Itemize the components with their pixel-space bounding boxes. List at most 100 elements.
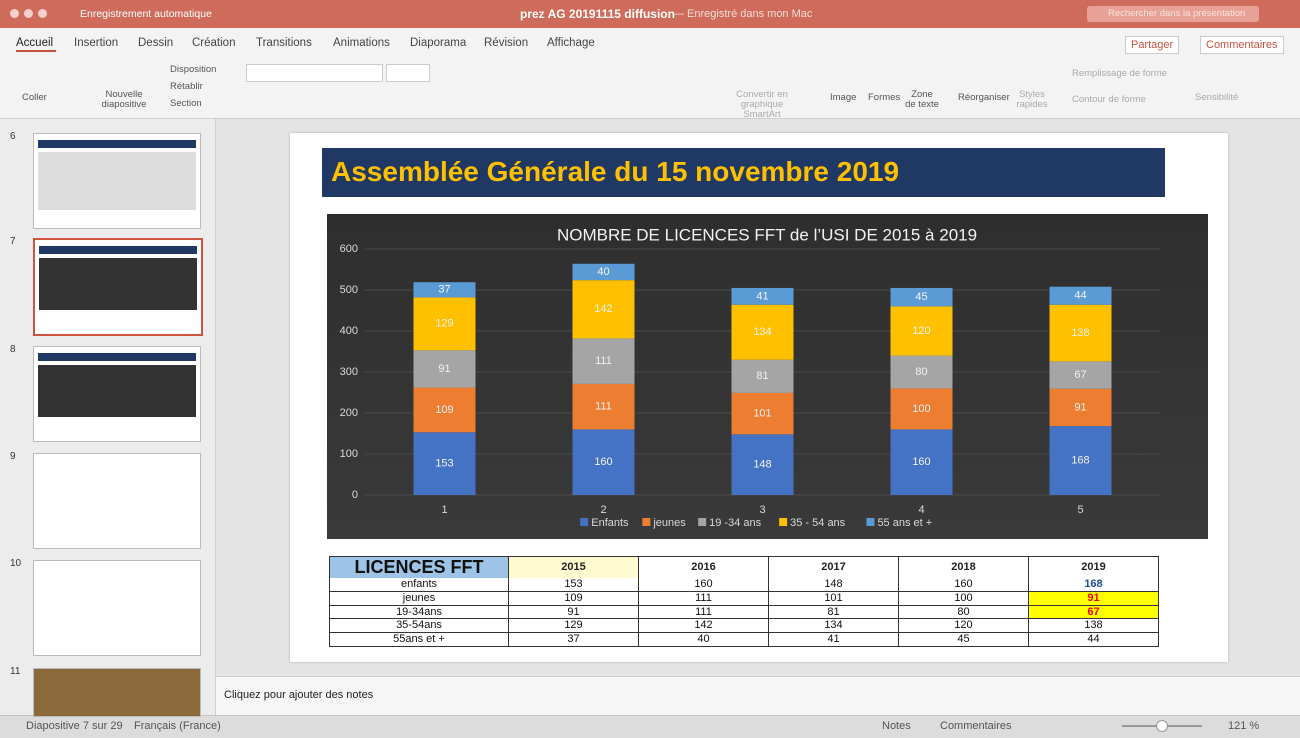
table-cell: 80 (898, 606, 1029, 620)
table-cell: 91 (508, 606, 639, 620)
value-label: 67 (1074, 369, 1086, 381)
table-header-cell: 2018 (898, 556, 1029, 579)
table-cell: 142 (638, 619, 769, 633)
thumbnail-number: 9 (10, 451, 16, 462)
table-header-cell: 2019 (1028, 556, 1159, 579)
value-label: 160 (912, 456, 930, 468)
value-label: 37 (438, 284, 450, 296)
tab[interactable]: Révision (484, 37, 528, 49)
table-cell: 81 (768, 606, 899, 620)
table-cell: 138 (1028, 619, 1159, 633)
comments-toggle[interactable]: Commentaires (940, 720, 1012, 732)
table-cell: 40 (638, 633, 769, 647)
value-label: 101 (753, 408, 771, 420)
value-label: 91 (438, 363, 450, 375)
notes-placeholder: Cliquez pour ajouter des notes (224, 689, 373, 701)
y-tick-label: 500 (340, 284, 358, 296)
thumbnail[interactable] (33, 238, 203, 336)
table-cell: 45 (898, 633, 1029, 647)
x-tick-label: 3 (759, 504, 765, 516)
table-cell: 67 (1028, 606, 1159, 620)
table-cell: 120 (898, 619, 1029, 633)
legend-swatch (642, 518, 650, 526)
table-cell: 19-34ans (329, 606, 509, 620)
notes-pane[interactable] (216, 676, 1300, 715)
value-label: 120 (912, 325, 930, 337)
table-cell: 44 (1028, 633, 1159, 647)
value-label: 41 (756, 290, 768, 302)
value-label: 45 (915, 291, 927, 303)
tab[interactable]: Transitions (256, 37, 312, 49)
legend-label: Enfants (591, 517, 629, 529)
value-label: 111 (595, 355, 612, 367)
table-cell: 91 (1028, 592, 1159, 606)
language: Français (France) (134, 720, 221, 732)
legend-swatch (779, 518, 787, 526)
thumbnail[interactable] (33, 346, 201, 442)
table-cell: 160 (638, 578, 769, 592)
value-label: 129 (435, 318, 453, 330)
tab[interactable]: Diaporama (410, 37, 466, 49)
table-cell: enfants (329, 578, 509, 592)
value-label: 134 (753, 326, 771, 338)
table-cell: 111 (638, 592, 769, 606)
tab[interactable]: Accueil (16, 37, 53, 49)
thumbnail[interactable] (33, 668, 201, 717)
value-label: 80 (915, 366, 927, 378)
value-label: 148 (753, 459, 771, 471)
x-tick-label: 4 (918, 504, 924, 516)
y-tick-label: 300 (340, 366, 358, 378)
y-tick-label: 100 (340, 448, 358, 460)
y-tick-label: 600 (340, 243, 358, 255)
table-cell: 100 (898, 592, 1029, 606)
table-header-cell: 2016 (638, 556, 769, 579)
table-cell: 109 (508, 592, 639, 606)
table-cell: 101 (768, 592, 899, 606)
thumbnail-number: 10 (10, 558, 21, 569)
chart-title: NOMBRE DE LICENCES FFT de l’USI DE 2015 … (557, 225, 977, 244)
y-tick-label: 200 (340, 407, 358, 419)
table-header-cell: LICENCES FFT (329, 556, 509, 579)
thumbnail[interactable] (33, 453, 201, 549)
table-cell: 41 (768, 633, 899, 647)
app-window: Enregistrement automatique prez AG 20191… (0, 0, 1300, 737)
value-label: 142 (594, 303, 612, 315)
zoom-level: 121 % (1228, 720, 1259, 732)
value-label: 111 (595, 401, 612, 413)
tab[interactable]: Insertion (74, 37, 118, 49)
table-cell: 148 (768, 578, 899, 592)
thumbnail-number: 7 (10, 236, 16, 247)
table-header-cell: 2017 (768, 556, 899, 579)
x-tick-label: 1 (441, 504, 447, 516)
legend-label: 19 -34 ans (709, 517, 761, 529)
zoom-knob[interactable] (1156, 720, 1168, 732)
x-tick-label: 2 (600, 504, 606, 516)
table-header-cell: 2015 (508, 556, 639, 579)
table-cell: 168 (1028, 578, 1159, 592)
table-cell: 55ans et + (329, 633, 509, 647)
y-tick-label: 0 (352, 489, 358, 501)
table-cell: 37 (508, 633, 639, 647)
thumbnail-number: 6 (10, 131, 16, 142)
thumbnail-number: 8 (10, 344, 16, 355)
table-cell: 134 (768, 619, 899, 633)
slide-counter: Diapositive 7 sur 29 (26, 720, 123, 732)
tab[interactable]: Dessin (138, 37, 173, 49)
value-label: 44 (1074, 290, 1086, 302)
tab[interactable]: Animations (333, 37, 390, 49)
table-cell: 160 (898, 578, 1029, 592)
value-label: 81 (756, 370, 768, 382)
tab[interactable]: Affichage (547, 37, 595, 49)
value-label: 100 (912, 403, 930, 415)
thumbnail[interactable] (33, 560, 201, 656)
thumbnail[interactable] (33, 133, 201, 229)
legend-swatch (866, 518, 874, 526)
y-tick-label: 400 (340, 325, 358, 337)
tab[interactable]: Création (192, 37, 235, 49)
notes-toggle[interactable]: Notes (882, 720, 911, 732)
value-label: 40 (597, 266, 609, 278)
x-tick-label: 5 (1077, 504, 1083, 516)
legend-label: 35 - 54 ans (790, 517, 846, 529)
table-cell: 153 (508, 578, 639, 592)
value-label: 168 (1071, 454, 1089, 466)
